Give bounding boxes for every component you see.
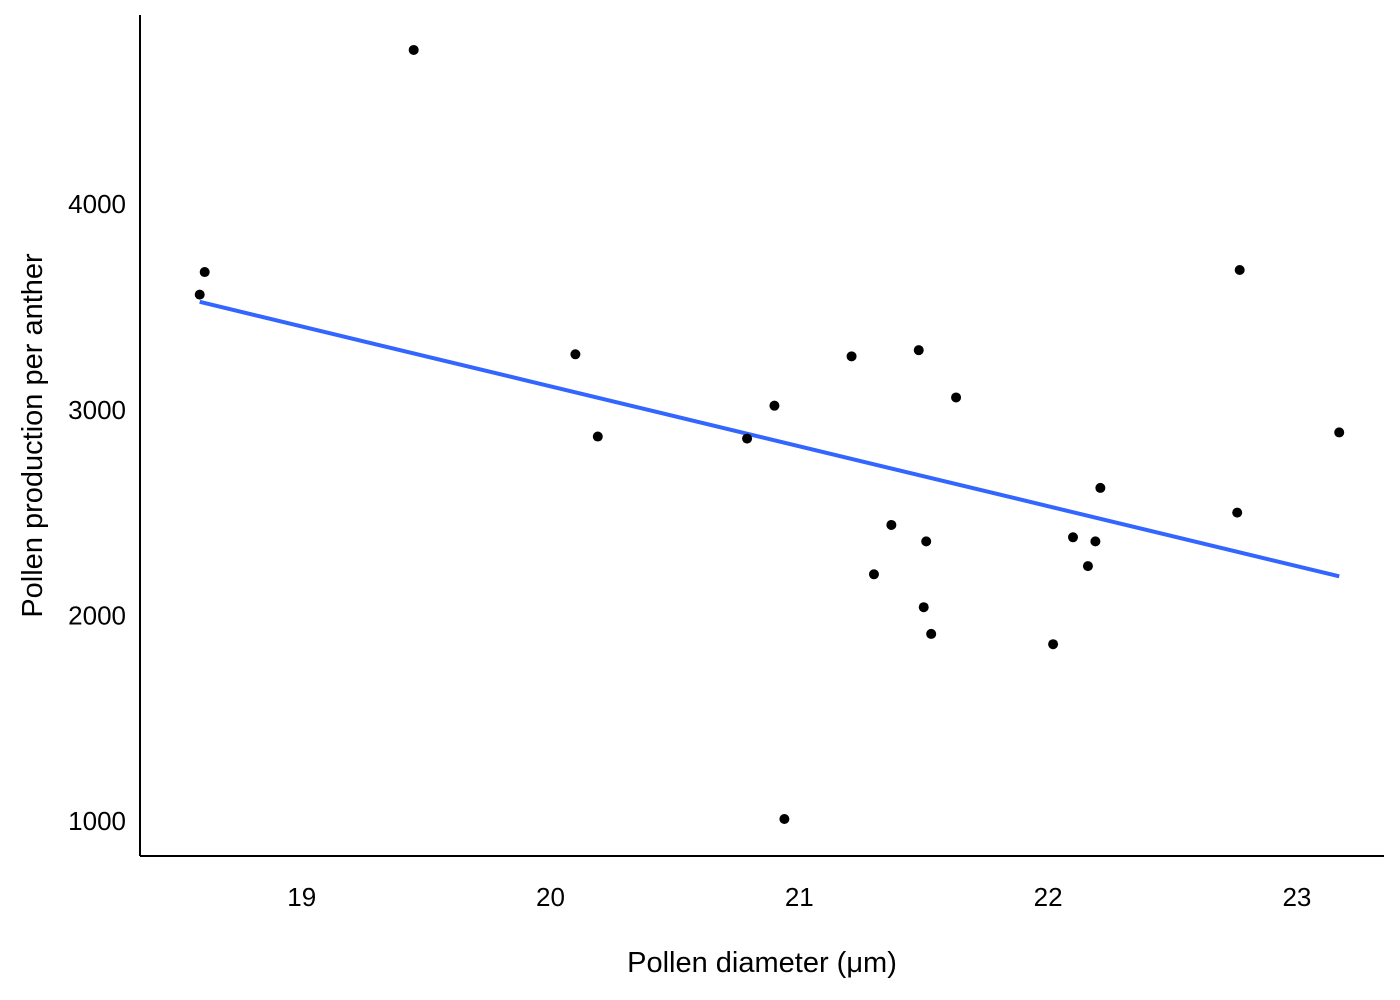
y-tick-label: 1000 xyxy=(68,806,126,836)
data-point xyxy=(779,813,790,824)
data-point xyxy=(868,569,879,580)
y-tick-labels: 1000 2000 3000 4000 xyxy=(68,189,126,836)
data-point xyxy=(742,433,753,444)
x-tick-label: 22 xyxy=(1034,882,1063,912)
data-point xyxy=(592,431,603,442)
data-point xyxy=(1334,427,1345,438)
data-point xyxy=(886,519,897,530)
data-point xyxy=(926,628,937,639)
data-point xyxy=(951,392,962,403)
data-point xyxy=(1082,561,1093,572)
data-point xyxy=(1234,264,1245,275)
data-point xyxy=(918,602,929,613)
x-tick-label: 21 xyxy=(785,882,814,912)
x-tick-labels: 19 20 21 22 23 xyxy=(287,882,1311,912)
data-point xyxy=(194,289,205,300)
data-point xyxy=(1095,482,1106,493)
x-tick-label: 23 xyxy=(1282,882,1311,912)
data-point xyxy=(913,345,924,356)
x-tick-label: 19 xyxy=(287,882,316,912)
data-point xyxy=(1048,639,1059,650)
data-point xyxy=(921,536,932,547)
x-tick-label: 20 xyxy=(536,882,565,912)
data-point xyxy=(408,44,419,55)
data-point xyxy=(1068,532,1078,543)
data-point xyxy=(1232,507,1243,518)
data-point xyxy=(769,400,780,411)
data-point xyxy=(199,267,210,278)
axes xyxy=(139,15,1384,857)
data-point xyxy=(570,349,581,360)
trend-line xyxy=(199,299,1340,579)
data-points xyxy=(194,44,1345,824)
x-axis-title: Pollen diameter (μm) xyxy=(627,947,897,979)
y-axis-title: Pollen production per anther xyxy=(17,253,49,618)
data-point xyxy=(846,351,857,362)
y-tick-label: 4000 xyxy=(68,189,126,219)
y-tick-label: 2000 xyxy=(68,600,126,630)
y-tick-label: 3000 xyxy=(68,395,126,425)
data-point xyxy=(1090,536,1101,547)
